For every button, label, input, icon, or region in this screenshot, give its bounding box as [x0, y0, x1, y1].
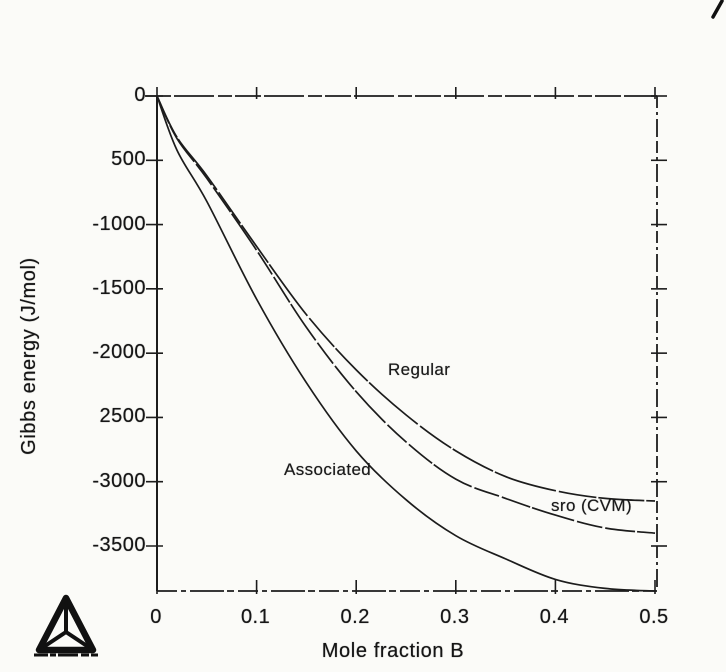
y-tick-label: 500: [111, 148, 146, 171]
x-tick-label: 0.4: [539, 606, 570, 628]
y-axis-title: Gibbs energy (J/mol): [18, 257, 40, 455]
corner-pen-mark: [711, 0, 724, 19]
curve-sro-cvm: [156, 95, 656, 534]
curve-label-associated: Associated: [284, 460, 372, 479]
x-tick-label: 0.2: [340, 606, 370, 628]
y-tick-label: -3000: [92, 469, 146, 492]
y-tick-label: -2000: [92, 341, 146, 364]
curve-regular: [156, 95, 656, 502]
y-tick-label: -1000: [92, 212, 146, 235]
x-tick-label: 0.5: [639, 606, 669, 628]
curve-associated: [156, 95, 656, 592]
x-tick-label: 0.1: [240, 606, 271, 628]
y-tick-label: -1500: [92, 276, 146, 299]
curve-label-sro-cvm: sro (CVM): [551, 496, 633, 515]
x-tick-label: 0: [150, 606, 162, 628]
y-tick-label: 0: [134, 84, 146, 106]
y-tick-label: 2500: [99, 405, 146, 428]
x-tick-label: 0.3: [440, 606, 470, 628]
y-tick-label: -3500: [92, 534, 146, 556]
x-axis-title: Mole fraction B: [321, 640, 465, 662]
triangle-logo-icon: [34, 594, 98, 657]
curve-label-regular: Regular: [388, 360, 451, 379]
